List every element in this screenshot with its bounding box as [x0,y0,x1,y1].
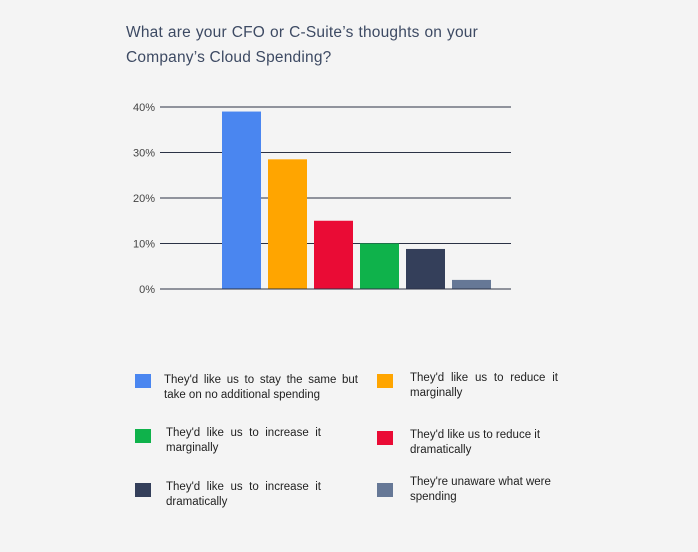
legend-swatch [135,374,151,388]
bar [406,248,445,289]
bar-chart: 0% 10% 20% 30% 40% [133,102,511,296]
bar [222,111,261,289]
legend-item-stay-same: They'd like us to stay the same but take… [135,373,358,403]
legend-label: They're unaware what were spending [410,476,551,503]
bar [268,159,307,289]
chart-title: What are your CFO or C-Suite’s thoughts … [126,24,478,66]
legend-item-reduce-dramatically: They'd like us to reduce it dramatically [377,428,558,458]
legend-label: They'd like us to increase it dramatical… [166,481,321,508]
y-tick-label: 40% [133,102,155,114]
y-tick-label: 30% [133,148,155,160]
y-tick-label: 0% [139,284,155,296]
legend-swatch [377,374,393,388]
legend-swatch [377,431,393,445]
legend-label: They'd like us to reduce it dramatically [410,429,541,456]
y-tick-label: 10% [133,239,155,251]
legend-item-reduce-marginally: They'd like us to reduce it marginally [377,371,558,401]
legend-item-unaware: They're unaware what were spending [377,475,558,505]
bar [452,279,491,289]
legend-label: They'd like us to stay the same but take… [164,374,358,401]
legend-swatch [135,429,151,443]
legend-swatch [377,483,393,497]
legend-item-increase-marginally: They'd like us to increase it marginally [135,426,321,456]
bar [360,243,399,289]
legend-swatch [135,483,151,497]
legend-label: They'd like us to increase it marginally [166,427,321,454]
bar [314,220,353,289]
legend-item-increase-dramatically: They'd like us to increase it dramatical… [135,480,321,510]
y-tick-label: 20% [133,193,155,205]
legend-label: They'd like us to reduce it marginally [410,372,558,399]
